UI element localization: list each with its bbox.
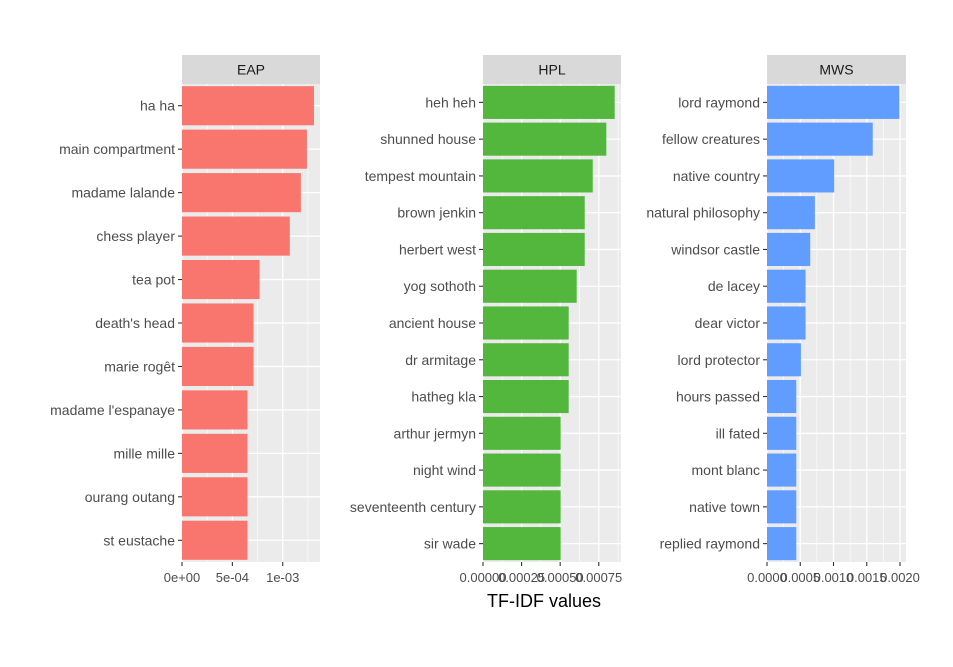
bar-hpl: [483, 343, 569, 377]
y-tick-label: madame lalande: [71, 185, 175, 201]
x-tick-label: 0.0000: [747, 570, 787, 585]
bar-eap: [182, 346, 254, 387]
bar-mws: [767, 196, 815, 230]
bar-mws: [767, 269, 806, 303]
facet-strip: [483, 55, 621, 84]
y-tick-label: hours passed: [676, 389, 760, 405]
bar-mws: [767, 343, 801, 377]
bar-mws: [767, 85, 900, 119]
x-tick-label: 0e+00: [164, 570, 201, 585]
bar-hpl: [483, 122, 607, 156]
bar-mws: [767, 527, 797, 561]
bar-eap: [182, 259, 260, 300]
y-tick-label: mille mille: [114, 445, 176, 461]
bar-mws: [767, 306, 806, 340]
x-tick-label: 0.0015: [847, 570, 887, 585]
x-tick-label: 1e-03: [266, 570, 299, 585]
bar-hpl: [483, 306, 569, 340]
y-tick-label: herbert west: [399, 241, 476, 257]
facet-strip-label: MWS: [819, 62, 853, 78]
y-tick-label: brown jenkin: [397, 205, 476, 221]
panel-eap: EAP ha ha main compartment madame lalande ch…: [50, 55, 320, 585]
y-tick-label: lord raymond: [678, 94, 760, 110]
bar-mws: [767, 122, 873, 156]
bar-hpl: [483, 159, 593, 193]
bar-mws: [767, 232, 811, 267]
y-tick-label: st eustache: [103, 532, 175, 548]
panel-mws: MWS lord raymond fellow creatures native co…: [646, 55, 920, 585]
bar-eap: [182, 173, 301, 213]
y-tick-label: arthur jermyn: [394, 425, 476, 441]
y-tick-label: madame l'espanaye: [50, 402, 175, 418]
y-tick-label: shunned house: [380, 131, 476, 147]
x-tick-label: 0.00050: [537, 570, 584, 585]
y-tick-label: ha ha: [140, 98, 175, 114]
y-tick-label: hatheg kla: [411, 389, 476, 405]
x-tick-label: 0.0010: [814, 570, 854, 585]
panel-hpl: HPL heh heh shunned house tempest mountain b…: [350, 55, 622, 585]
x-tick-label: 0.0020: [880, 570, 920, 585]
y-tick-label: mont blanc: [692, 462, 760, 478]
x-tick-label: 5e-04: [216, 570, 249, 585]
bar-eap: [182, 520, 248, 560]
bar-eap: [182, 129, 307, 169]
y-tick-label: tempest mountain: [365, 168, 476, 184]
bar-hpl: [483, 232, 585, 267]
bar-hpl: [483, 196, 585, 230]
bar-hpl: [483, 269, 577, 303]
y-tick-label: chess player: [96, 228, 175, 244]
y-tick-label: night wind: [413, 462, 476, 478]
bar-mws: [767, 416, 797, 450]
y-tick-label: dear victor: [695, 315, 761, 331]
x-tick-label: 0.00025: [498, 570, 545, 585]
x-axis-title: TF-IDF values: [487, 591, 601, 611]
bar-eap: [182, 477, 248, 517]
y-tick-label: seventeenth century: [350, 499, 476, 515]
bar-hpl: [483, 490, 561, 524]
facet-strip-label: EAP: [237, 62, 265, 78]
bar-mws: [767, 490, 797, 524]
y-tick-label: heh heh: [425, 94, 476, 110]
bar-mws: [767, 379, 797, 414]
bar-hpl: [483, 453, 561, 487]
bar-hpl: [483, 379, 569, 414]
y-tick-label: ancient house: [389, 315, 476, 331]
y-tick-label: dr armitage: [405, 352, 476, 368]
facet-strip: [182, 55, 320, 84]
y-tick-label: marie rogêt: [104, 358, 175, 374]
bar-eap: [182, 390, 248, 430]
y-tick-label: main compartment: [59, 141, 175, 157]
y-tick-label: death's head: [95, 315, 175, 331]
y-tick-label: yog sothoth: [404, 278, 476, 294]
x-tick-label: 0.00075: [575, 570, 622, 585]
bar-hpl: [483, 416, 561, 450]
y-tick-label: ill fated: [716, 425, 760, 441]
y-tick-label: sir wade: [424, 536, 476, 552]
x-tick-label: 0.0005: [780, 570, 820, 585]
bar-mws: [767, 159, 835, 193]
y-tick-label: ourang outang: [85, 489, 175, 505]
bar-eap: [182, 303, 254, 343]
facet-strip-label: HPL: [538, 62, 565, 78]
bar-eap: [182, 216, 290, 256]
y-tick-label: native country: [673, 168, 760, 184]
y-tick-label: native town: [689, 499, 760, 515]
facet-strip: [767, 55, 906, 84]
bar-mws: [767, 453, 797, 487]
y-tick-label: windsor castle: [670, 241, 760, 257]
y-tick-label: fellow creatures: [662, 131, 760, 147]
y-tick-label: tea pot: [132, 272, 175, 288]
y-tick-label: de lacey: [708, 278, 760, 294]
bar-hpl: [483, 527, 561, 561]
bar-hpl: [483, 85, 615, 119]
bar-eap: [182, 86, 314, 126]
y-tick-label: natural philosophy: [646, 205, 760, 221]
x-tick-label: 0.00000: [460, 570, 507, 585]
bar-eap: [182, 433, 248, 473]
y-tick-label: replied raymond: [660, 536, 760, 552]
y-tick-label: lord protector: [678, 352, 761, 368]
